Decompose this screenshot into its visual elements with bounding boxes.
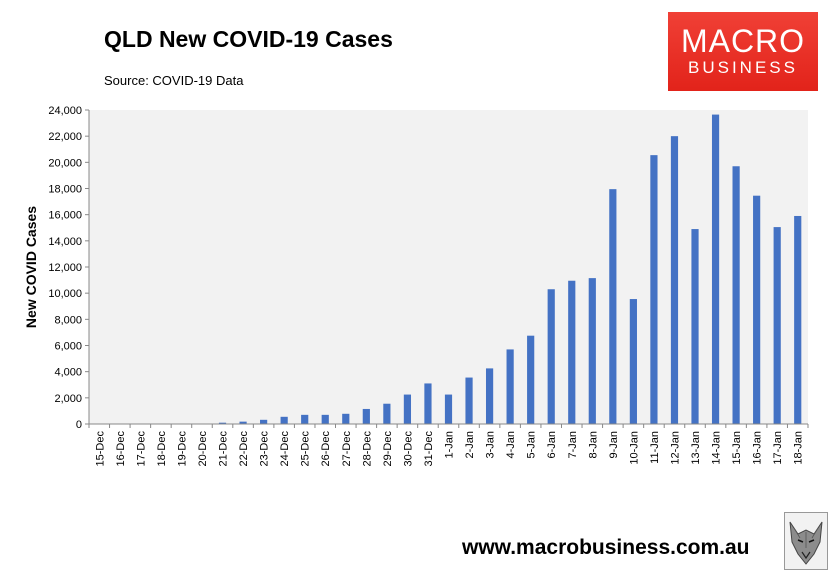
x-tick-label: 17-Jan <box>772 431 784 465</box>
chart-source: Source: COVID-19 Data <box>104 73 244 88</box>
x-tick-label: 16-Dec <box>115 431 127 467</box>
bar <box>485 368 494 424</box>
y-tick-label: 0 <box>76 419 82 431</box>
bar <box>260 419 268 424</box>
bar <box>568 280 576 424</box>
x-tick-label: 18-Jan <box>793 431 805 465</box>
bar <box>588 278 596 424</box>
x-tick-label: 23-Dec <box>259 431 271 467</box>
x-tick-label: 15-Jan <box>731 431 743 465</box>
bar <box>465 377 473 424</box>
bar <box>280 416 288 424</box>
bar <box>403 394 412 424</box>
x-tick-label: 8-Jan <box>587 431 599 459</box>
x-tick-label: 28-Dec <box>361 431 373 467</box>
x-tick-label: 3-Jan <box>485 431 497 459</box>
bar <box>650 155 658 424</box>
bar <box>753 195 761 424</box>
y-axis-label: New COVID Cases <box>23 206 39 328</box>
x-tick-label: 4-Jan <box>505 431 517 459</box>
x-tick-label: 12-Jan <box>669 431 681 465</box>
bar <box>239 421 247 424</box>
bar <box>609 189 617 424</box>
x-tick-label: 5-Jan <box>526 431 538 459</box>
x-tick-label: 27-Dec <box>341 431 353 467</box>
x-tick-label: 15-Dec <box>94 431 106 467</box>
x-tick-label: 11-Jan <box>649 431 661 464</box>
website-url: www.macrobusiness.com.au <box>462 536 750 559</box>
y-tick-label: 2,000 <box>54 393 82 405</box>
y-tick-label: 4,000 <box>54 367 82 379</box>
x-tick-label: 1-Jan <box>444 431 456 459</box>
logo-line2: BUSINESS <box>688 58 798 77</box>
bar <box>629 299 637 424</box>
x-tick-label: 19-Dec <box>176 431 188 467</box>
x-tick-label: 17-Dec <box>135 431 147 467</box>
logo-line1: MACRO <box>680 23 806 59</box>
y-tick-label: 18,000 <box>48 184 82 196</box>
x-tick-label: 29-Dec <box>382 431 394 467</box>
y-tick-label: 22,000 <box>48 131 82 143</box>
y-tick-label: 20,000 <box>48 157 82 169</box>
y-tick-label: 10,000 <box>48 288 82 300</box>
bar <box>691 229 699 424</box>
y-tick-label: 14,000 <box>48 236 82 248</box>
x-tick-label: 9-Jan <box>608 431 620 459</box>
x-tick-label: 30-Dec <box>402 431 414 467</box>
y-tick-label: 6,000 <box>54 341 82 353</box>
x-tick-label: 22-Dec <box>238 431 250 467</box>
y-axis: 0 2,000 4,000 6,000 8,000 10,000 12,000 14,000 1… <box>48 105 90 431</box>
bar <box>301 414 309 424</box>
plot-area <box>89 110 808 424</box>
bar <box>527 335 535 424</box>
macrobusiness-logo: MACRO BUSINESS <box>668 12 818 91</box>
x-tick-label: 25-Dec <box>300 431 312 467</box>
bar <box>547 289 555 424</box>
bar <box>506 349 514 424</box>
y-tick-label: 16,000 <box>48 210 82 222</box>
x-axis: 15-Dec 16-Dec 17-Dec 18-Dec 19-Dec 20-Dec 21-D… <box>88 423 809 467</box>
x-tick-label: 24-Dec <box>279 431 291 467</box>
x-tick-label: 2-Jan <box>464 431 476 459</box>
x-tick-label: 6-Jan <box>546 431 558 459</box>
x-tick-label: 18-Dec <box>156 431 168 467</box>
y-tick-label: 8,000 <box>54 314 82 326</box>
bar <box>362 408 370 424</box>
bar <box>794 215 802 424</box>
x-tick-label: 26-Dec <box>320 431 332 467</box>
x-tick-label: 13-Jan <box>690 431 702 465</box>
bar <box>670 136 679 424</box>
x-tick-label: 20-Dec <box>197 431 209 467</box>
y-tick-label: 24,000 <box>48 105 82 117</box>
bars <box>95 114 802 425</box>
bar-chart: 0 2,000 4,000 6,000 8,000 10,000 12,000 14,000 1… <box>23 105 809 467</box>
x-tick-label: 7-Jan <box>567 431 579 459</box>
y-tick-label: 12,000 <box>48 262 82 274</box>
x-tick-label: 31-Dec <box>423 431 435 467</box>
x-tick-label: 21-Dec <box>218 431 230 467</box>
bar <box>383 403 391 424</box>
x-tick-label: 16-Jan <box>752 431 764 465</box>
bar <box>321 414 329 424</box>
bar <box>218 422 227 424</box>
wolf-icon <box>784 512 828 570</box>
bar <box>773 227 781 424</box>
bar <box>711 114 720 425</box>
x-tick-label: 14-Jan <box>711 431 723 465</box>
bar <box>444 394 453 424</box>
bar <box>424 383 432 424</box>
x-tick-label: 10-Jan <box>628 431 640 465</box>
chart-title: QLD New COVID-19 Cases <box>104 26 393 52</box>
bar <box>342 413 350 424</box>
bar <box>732 166 740 424</box>
